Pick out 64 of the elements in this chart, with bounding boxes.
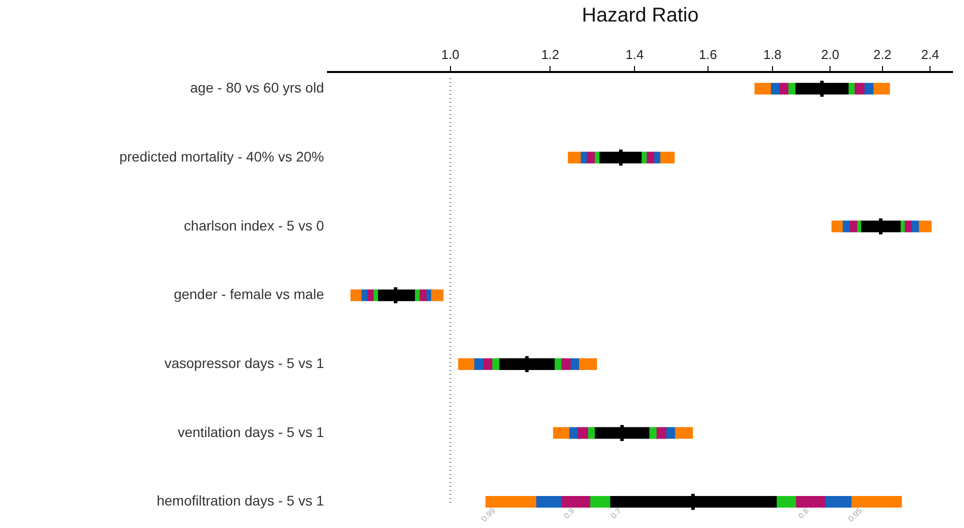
y-tick-label: predicted mortality - 40% vs 20% [119,148,324,164]
annotation: 0.99 [480,506,498,524]
x-tick-label: 2.2 [873,46,892,62]
bar [536,496,562,508]
bar [360,289,368,302]
bar [656,427,666,439]
y-tick-label: hemofiltration days - 5 vs 1 [156,492,324,509]
bar [754,82,771,95]
x-tick-label: 2.0 [821,46,840,62]
bar [474,358,484,370]
bar [430,289,444,302]
bar [910,220,919,232]
bar [570,358,580,370]
y-tick-label: charlson index - 5 vs 0 [184,217,324,234]
bar [560,496,590,508]
x-axis-title: Hazard Ratio [582,4,699,27]
bar [350,289,362,302]
bar [849,220,858,232]
x-tick-label: 1.4 [626,46,644,62]
bar [586,152,595,164]
x-tick-label: 1.2 [541,46,560,62]
x-tick-label: 1.6 [698,46,717,62]
bar [795,496,826,508]
bar [646,152,654,164]
bar [587,427,595,439]
annotation: 0.95 [846,506,864,524]
bar [486,496,536,508]
annotation: 0.9 [562,506,577,520]
y-tick-label: vasopressor days - 5 vs 1 [164,354,324,371]
x-tick-label: 1.0 [441,46,460,62]
y-tick-label: age - 80 vs 60 yrs old [190,80,324,96]
bar [864,82,874,95]
bar [578,358,597,370]
bar [660,152,675,164]
y-tick-label: ventilation days - 5 vs 1 [178,424,324,440]
bar [776,496,796,508]
bar [918,220,932,232]
bar [568,152,581,164]
bar [648,427,657,439]
y-tick-label: gender - female vs male [174,286,324,302]
annotation: 0.8 [796,506,812,520]
bar [842,220,850,232]
bar [418,289,427,302]
annotation: 0.7 [609,506,624,520]
bar [568,427,578,439]
bar [610,496,777,508]
bar [770,82,780,95]
bar [554,358,562,370]
bar [850,496,902,508]
bar [778,82,788,95]
bar [872,82,890,95]
bar [577,427,588,439]
x-tick-label: 2.4 [921,46,940,62]
bar [824,496,852,508]
bar [482,358,492,370]
bar [832,220,843,232]
bar [553,427,570,439]
bar [666,427,676,439]
bar [458,358,474,370]
x-tick-label: 1.8 [763,46,782,62]
bar [854,82,865,95]
bar [904,220,912,232]
bar [590,496,610,508]
bar [674,427,693,439]
